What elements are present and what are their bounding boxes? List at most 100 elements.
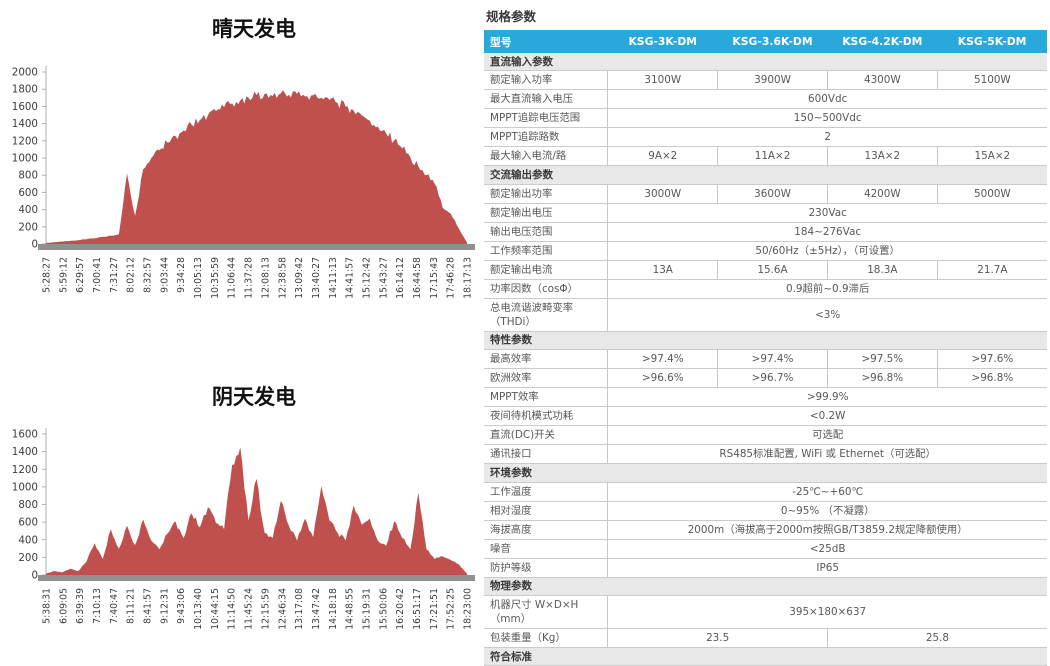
section-header: 环境参数	[484, 463, 1047, 483]
y-tick-label: 1600	[12, 101, 38, 113]
section-row: 物理参数	[484, 577, 1047, 596]
x-tick-label: 10:13:40	[193, 588, 204, 630]
param-label: 通讯接口	[484, 444, 608, 465]
x-tick-label: 9:12:31	[159, 588, 170, 624]
param-value: 4200W	[826, 184, 938, 204]
table-row: 最高效率 >97.4% >97.4% >97.5% >97.6%	[484, 349, 1047, 370]
x-tick-label: 11:14:50	[227, 588, 238, 630]
x-tick-label: 13:40:27	[311, 257, 322, 299]
section-header: 直流输入参数	[484, 53, 1047, 72]
x-tick-label: 14:48:55	[345, 588, 356, 630]
param-label: 夜间待机模式功耗	[484, 406, 608, 427]
param-label: 包装重量（Kg）	[484, 628, 608, 649]
x-tick-label: 5:28:27	[42, 257, 53, 293]
param-value: <25dB	[607, 539, 1047, 559]
section-row: 符合标准	[484, 647, 1047, 666]
x-tick-label: 17:21:51	[429, 588, 440, 630]
param-value: 21.7A	[936, 260, 1047, 280]
x-tick-label: 11:06:44	[227, 257, 238, 299]
param-value: >96.8%	[936, 368, 1047, 389]
param-value: >96.6%	[607, 368, 718, 389]
chart-cloudy-day: 阴天发电 1600 1400 1200 1000 800 600 400 200 0 5:38:3…	[0, 366, 480, 666]
param-value: 230Vac	[607, 203, 1047, 223]
param-value: 23.5	[607, 628, 828, 649]
table-header-row: 型号 KSG-3K-DM KSG-3.6K-DM KSG-4.2K-DM KSG-5K-…	[484, 30, 1047, 53]
table-row: 最大输入电流/路 9A×2 11A×2 13A×2 15A×2	[484, 146, 1047, 167]
x-tick-label: 14:11:13	[328, 257, 339, 299]
x-tick-label: 15:43:27	[378, 257, 389, 299]
x-tick-label: 12:38:58	[277, 257, 288, 299]
y-tick-label: 1000	[12, 481, 38, 493]
x-tick-label: 5:38:31	[42, 588, 53, 624]
x-tick-label: 17:15:43	[429, 257, 440, 299]
param-value: 3000W	[607, 184, 718, 204]
param-value: 9A×2	[607, 146, 718, 167]
table-row: 防护等级 IP65	[484, 558, 1047, 578]
table-row: 额定输入功率 3100W 3900W 4300W 5100W	[484, 70, 1047, 91]
spec-table: 型号 KSG-3K-DM KSG-3.6K-DM KSG-4.2K-DM KSG-5K-…	[484, 30, 1047, 666]
section-header: 物理参数	[484, 577, 1047, 596]
y-tick-label: 400	[18, 534, 38, 546]
model-name-header: KSG-5K-DM	[937, 30, 1047, 53]
param-label: 最高效率	[484, 349, 608, 370]
y-tick-label: 200	[18, 221, 38, 233]
table-row: 相对湿度 0~95% （不凝露）	[484, 501, 1047, 521]
param-label: 工作温度	[484, 482, 608, 502]
x-tick-label: 15:19:31	[361, 588, 372, 630]
param-value: 18.3A	[826, 260, 938, 280]
x-tick-label: 16:20:42	[395, 588, 406, 630]
chart-sunny-day: 晴天发电 2000 1800 1600 1400 1200 1000 800 600 400 20…	[0, 0, 480, 340]
model-name-header: KSG-4.2K-DM	[827, 30, 938, 53]
y-tick-label: 1400	[12, 118, 38, 130]
y-tick-label: 400	[18, 204, 38, 216]
param-value: 2000m（海拔高于2000m按照GB/T3859.2规定降额使用）	[607, 520, 1047, 540]
param-value: 15.6A	[717, 260, 828, 280]
table-row: 总电流谐波畸变率（THDi） <3%	[484, 298, 1047, 332]
param-value: 3100W	[607, 70, 718, 91]
x-tick-label: 15:50:06	[378, 588, 389, 630]
x-tick-label: 10:05:13	[193, 257, 204, 299]
param-value: 0.9超前~0.9滞后	[607, 279, 1047, 299]
x-tick-label: 14:18:18	[328, 588, 339, 630]
x-axis-bar	[38, 244, 475, 250]
param-value: 13A×2	[826, 146, 938, 167]
x-tick-label: 9:43:06	[176, 588, 187, 624]
x-tick-label: 12:46:34	[277, 588, 288, 630]
x-tick-label: 11:45:24	[244, 588, 255, 630]
table-row: 直流(DC)开关 可选配	[484, 425, 1047, 446]
param-value: 395×180×637	[607, 595, 1047, 630]
param-label: 总电流谐波畸变率（THDi）	[484, 298, 608, 332]
table-row: 额定输出电流 13A 15.6A 18.3A 21.7A	[484, 260, 1047, 280]
x-tick-label: 9:34:28	[176, 257, 187, 293]
param-label: MPPT效率	[484, 387, 608, 408]
param-label: 额定输出电压	[484, 203, 608, 223]
table-row: 包装重量（Kg） 23.5 25.8	[484, 628, 1047, 649]
x-tick-label: 10:35:59	[210, 257, 221, 299]
table-row: 夜间待机模式功耗 <0.2W	[484, 406, 1047, 427]
param-value: >96.8%	[826, 368, 938, 389]
table-row: 功率因数（cosΦ） 0.9超前~0.9滞后	[484, 279, 1047, 299]
param-label: 输出电压范围	[484, 222, 608, 242]
x-tick-label: 10:44:15	[210, 588, 221, 630]
chart-title-cloudy: 阴天发电	[212, 385, 296, 409]
cloudy-area-chart: 1600 1400 1200 1000 800 600 400 200 0 5:38:31 6:09…	[12, 428, 475, 630]
section-row: 环境参数	[484, 463, 1047, 483]
y-tick-label: 600	[18, 187, 38, 199]
param-label: 噪音	[484, 539, 608, 559]
model-name-header: KSG-3K-DM	[607, 30, 718, 53]
area-fill	[46, 90, 467, 244]
table-row: 工作温度 -25℃~+60℃	[484, 482, 1047, 502]
x-tick-label: 15:12:42	[361, 257, 372, 299]
param-value: 13A	[607, 260, 718, 280]
x-tick-label: 12:08:13	[260, 257, 271, 299]
param-value: >99.9%	[607, 387, 1047, 408]
x-tick-label: 5:59:12	[58, 257, 69, 293]
x-tick-label: 13:09:42	[294, 257, 305, 299]
section-header: 交流输出参数	[484, 165, 1047, 185]
table-row: 输出电压范围 184~276Vac	[484, 222, 1047, 242]
table-row: MPPT效率 >99.9%	[484, 387, 1047, 408]
param-value: 600Vdc	[607, 89, 1047, 110]
param-value: 3600W	[717, 184, 828, 204]
param-label: 欧洲效率	[484, 368, 608, 389]
table-row: 工作频率范围 50/60Hz（±5Hz），（可设置）	[484, 241, 1047, 261]
